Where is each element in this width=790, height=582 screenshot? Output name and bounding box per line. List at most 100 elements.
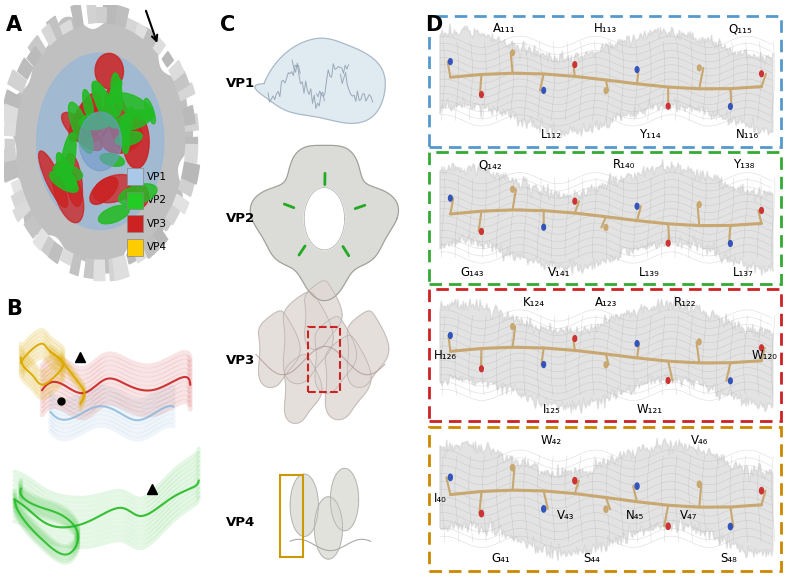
- Circle shape: [635, 483, 639, 489]
- Polygon shape: [12, 190, 27, 211]
- Text: N₄₅: N₄₅: [626, 509, 644, 523]
- Polygon shape: [348, 311, 389, 388]
- Circle shape: [666, 378, 670, 384]
- Text: Q₁₄₂: Q₁₄₂: [478, 158, 502, 171]
- Ellipse shape: [90, 177, 118, 204]
- Polygon shape: [173, 194, 189, 214]
- Polygon shape: [87, 1, 96, 23]
- Polygon shape: [174, 72, 189, 91]
- Polygon shape: [258, 311, 300, 388]
- Circle shape: [510, 464, 514, 471]
- Circle shape: [480, 510, 483, 517]
- Text: H₁₂₆: H₁₂₆: [434, 349, 457, 361]
- Circle shape: [573, 477, 577, 484]
- Polygon shape: [103, 2, 117, 24]
- Circle shape: [666, 240, 670, 246]
- Polygon shape: [42, 24, 56, 45]
- Circle shape: [635, 340, 639, 346]
- Ellipse shape: [52, 162, 84, 223]
- Polygon shape: [4, 90, 21, 110]
- Polygon shape: [17, 58, 33, 79]
- Text: I₄₀: I₄₀: [434, 492, 447, 505]
- Text: L₁₃₇: L₁₃₇: [733, 265, 754, 279]
- Polygon shape: [179, 173, 195, 196]
- Text: VP1: VP1: [147, 172, 167, 182]
- Text: R₁₂₂: R₁₂₂: [675, 296, 697, 308]
- Ellipse shape: [105, 88, 133, 151]
- Circle shape: [698, 481, 702, 487]
- Text: Y₁₁₄: Y₁₁₄: [638, 129, 660, 141]
- Polygon shape: [305, 281, 342, 350]
- Circle shape: [666, 523, 670, 530]
- Circle shape: [604, 362, 608, 368]
- Polygon shape: [169, 61, 184, 80]
- Polygon shape: [135, 23, 147, 38]
- Polygon shape: [6, 17, 193, 273]
- Ellipse shape: [101, 120, 142, 153]
- Ellipse shape: [39, 151, 68, 207]
- Ellipse shape: [55, 165, 77, 186]
- Circle shape: [449, 474, 453, 481]
- Polygon shape: [2, 104, 17, 123]
- Text: A₁₁₁: A₁₁₁: [493, 22, 516, 35]
- Circle shape: [542, 87, 546, 93]
- Polygon shape: [12, 179, 22, 195]
- Polygon shape: [71, 3, 83, 27]
- Ellipse shape: [61, 133, 76, 182]
- Ellipse shape: [120, 117, 130, 154]
- Ellipse shape: [69, 102, 93, 153]
- Circle shape: [449, 332, 452, 338]
- Ellipse shape: [65, 154, 82, 207]
- Text: VP1: VP1: [226, 77, 255, 90]
- Polygon shape: [5, 120, 16, 136]
- Polygon shape: [70, 255, 81, 275]
- Polygon shape: [127, 250, 137, 264]
- Polygon shape: [153, 228, 167, 247]
- Ellipse shape: [122, 113, 149, 169]
- Text: D: D: [425, 15, 442, 34]
- Circle shape: [728, 523, 732, 530]
- Circle shape: [573, 198, 577, 204]
- Text: VP3: VP3: [226, 354, 255, 367]
- Text: VP2: VP2: [226, 212, 255, 225]
- Bar: [429, 16, 781, 147]
- Polygon shape: [24, 215, 41, 238]
- Circle shape: [698, 339, 702, 345]
- Circle shape: [604, 506, 608, 512]
- Polygon shape: [325, 335, 371, 420]
- Polygon shape: [33, 229, 48, 250]
- Polygon shape: [113, 255, 129, 281]
- Bar: [126, 168, 143, 186]
- Polygon shape: [134, 245, 147, 263]
- Ellipse shape: [107, 80, 122, 106]
- Text: A₁₂₃: A₁₂₃: [595, 296, 617, 308]
- Text: VP4: VP4: [147, 243, 167, 253]
- Polygon shape: [161, 214, 173, 231]
- Polygon shape: [42, 237, 55, 257]
- Circle shape: [604, 225, 608, 230]
- Circle shape: [449, 59, 452, 65]
- Text: A: A: [6, 15, 22, 34]
- Ellipse shape: [99, 205, 130, 224]
- Circle shape: [728, 240, 732, 246]
- Circle shape: [635, 67, 639, 72]
- Polygon shape: [185, 144, 198, 163]
- Polygon shape: [0, 148, 16, 165]
- Ellipse shape: [83, 90, 93, 121]
- Ellipse shape: [69, 92, 100, 141]
- Text: W₄₂: W₄₂: [541, 434, 562, 447]
- Ellipse shape: [56, 152, 73, 190]
- Circle shape: [510, 324, 514, 329]
- Text: R₁₄₀: R₁₄₀: [613, 158, 635, 171]
- Polygon shape: [145, 31, 157, 47]
- Text: N₁₁₆: N₁₁₆: [735, 129, 758, 141]
- Polygon shape: [28, 36, 46, 60]
- Ellipse shape: [79, 113, 112, 130]
- Text: K₁₂₄: K₁₂₄: [522, 296, 544, 308]
- Ellipse shape: [115, 93, 154, 120]
- Ellipse shape: [95, 54, 123, 88]
- Ellipse shape: [92, 81, 117, 128]
- Ellipse shape: [100, 154, 124, 166]
- Bar: [429, 152, 781, 284]
- Text: W₁₂₁: W₁₂₁: [636, 403, 662, 416]
